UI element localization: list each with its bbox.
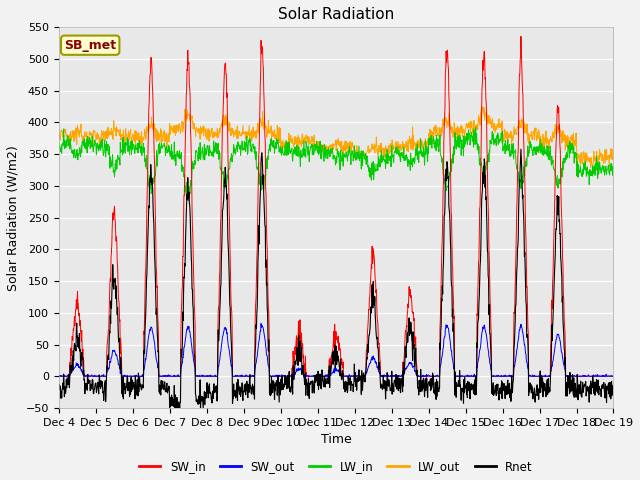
LW_in	[185, 198, 193, 204]
Rnet	[55, 384, 63, 389]
X-axis label: Time: Time	[321, 433, 351, 446]
Rnet	[179, 338, 186, 344]
Text: SB_met: SB_met	[64, 39, 116, 52]
LW_out	[164, 130, 172, 136]
Title: Solar Radiation: Solar Radiation	[278, 7, 394, 22]
LW_in	[241, 138, 248, 144]
SW_out	[164, 372, 172, 378]
SW_in	[517, 34, 525, 39]
SW_out	[610, 372, 618, 378]
SW_out	[422, 372, 430, 378]
SW_in	[240, 373, 248, 379]
Line: SW_in: SW_in	[59, 36, 614, 376]
LW_out	[587, 165, 595, 170]
LW_out	[495, 116, 503, 122]
LW_in	[55, 139, 63, 145]
LW_out	[240, 130, 248, 136]
SW_in	[495, 373, 502, 379]
Rnet	[545, 376, 552, 382]
LW_out	[544, 137, 552, 143]
SW_in	[178, 288, 186, 294]
SW_out	[178, 360, 186, 366]
LW_in	[164, 142, 172, 148]
SW_out	[240, 373, 248, 379]
SW_in	[164, 373, 172, 379]
Rnet	[164, 387, 172, 393]
LW_out	[55, 129, 63, 134]
Rnet	[241, 382, 248, 388]
LW_out	[178, 119, 186, 124]
LW_in	[545, 143, 552, 149]
SW_in	[544, 373, 552, 379]
SW_out	[544, 373, 552, 379]
LW_out	[610, 150, 618, 156]
Line: LW_in: LW_in	[59, 128, 614, 201]
Line: Rnet: Rnet	[59, 149, 614, 410]
Rnet	[422, 375, 430, 381]
LW_in	[472, 125, 479, 131]
SW_in	[610, 373, 618, 379]
LW_in	[610, 170, 618, 176]
Legend: SW_in, SW_out, LW_in, LW_out, Rnet: SW_in, SW_out, LW_in, LW_out, Rnet	[134, 456, 538, 478]
Line: LW_out: LW_out	[59, 107, 614, 168]
LW_in	[422, 144, 430, 149]
Rnet	[495, 397, 503, 403]
SW_out	[55, 373, 63, 379]
LW_out	[478, 104, 486, 109]
SW_out	[257, 321, 265, 326]
SW_in	[422, 373, 430, 379]
Rnet	[610, 394, 618, 399]
Rnet	[517, 146, 525, 152]
Line: SW_out: SW_out	[59, 324, 614, 376]
Rnet	[172, 408, 179, 413]
Y-axis label: Solar Radiation (W/m2): Solar Radiation (W/m2)	[7, 145, 20, 290]
SW_in	[55, 373, 63, 379]
LW_in	[495, 139, 503, 145]
LW_out	[422, 138, 430, 144]
LW_in	[178, 168, 186, 174]
SW_out	[495, 373, 503, 379]
